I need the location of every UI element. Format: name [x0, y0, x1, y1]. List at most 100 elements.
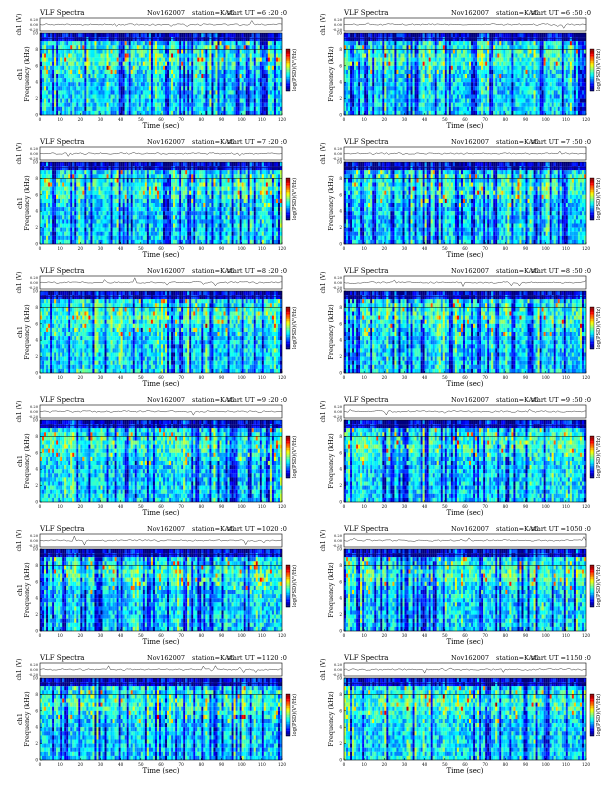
colorbar-swatch: [590, 583, 594, 585]
x-tick-label: 80: [503, 375, 509, 380]
x-tick-label: 100: [238, 633, 246, 638]
colorbar-swatch: [286, 75, 290, 77]
waveform-trace: [344, 23, 586, 29]
colorbar-swatch: [590, 473, 594, 475]
colorbar: [590, 307, 594, 349]
x-tick-label: 120: [278, 762, 286, 767]
x-tick-label: 20: [382, 504, 388, 509]
waveform-trace: [40, 536, 282, 545]
colorbar-swatch: [286, 53, 290, 55]
y-tick-label: 2: [35, 354, 38, 359]
colorbar-swatch: [590, 332, 594, 334]
x-axis-label: Time (sec): [142, 638, 179, 646]
y-tick-label: 6: [35, 63, 38, 68]
y-tick-label: 4: [35, 596, 38, 601]
waveform-frame: [40, 18, 282, 31]
x-tick-label: 20: [78, 117, 84, 122]
x-tick-label: 10: [57, 633, 63, 638]
colorbar-swatch: [590, 574, 594, 576]
colorbar-swatch: [286, 459, 290, 461]
x-tick-label: 20: [382, 762, 388, 767]
colorbar-swatch: [286, 340, 290, 342]
colorbar-swatch: [286, 81, 290, 83]
waveform-trace: [344, 151, 586, 154]
colorbar-label: log(PSD)(V²/Hz): [291, 694, 298, 736]
colorbar-swatch: [590, 717, 594, 719]
colorbar-label: log(PSD)(V²/Hz): [291, 436, 298, 478]
colorbar-swatch: [286, 309, 290, 311]
colorbar-swatch: [286, 727, 290, 729]
colorbar-swatch: [286, 461, 290, 463]
waveform-trace: [344, 537, 586, 542]
x-tick-label: 80: [503, 504, 509, 509]
colorbar-swatch: [590, 61, 594, 63]
colorbar-swatch: [590, 464, 594, 466]
colorbar-swatch: [590, 312, 594, 314]
colorbar-swatch: [590, 569, 594, 571]
x-tick-label: 20: [382, 117, 388, 122]
colorbar-swatch: [590, 82, 594, 84]
colorbar-swatch: [286, 708, 290, 710]
colorbar-swatch: [286, 210, 290, 212]
colorbar: [590, 565, 594, 607]
y-axis-label: Frequency (kHz): [23, 175, 31, 231]
x-tick-label: 110: [258, 117, 266, 122]
colorbar-swatch: [286, 475, 290, 477]
x-tick-label: 30: [98, 633, 104, 638]
colorbar-swatch: [286, 74, 290, 76]
colorbar-swatch: [590, 469, 594, 471]
colorbar-swatch: [590, 208, 594, 210]
colorbar-swatch: [286, 441, 290, 443]
colorbar-swatch: [286, 579, 290, 581]
x-tick-label: 30: [402, 762, 408, 767]
x-tick-label: 120: [278, 246, 286, 251]
colorbar-swatch: [590, 53, 594, 55]
colorbar-swatch: [590, 450, 594, 452]
waveform-tick-label: 0.00: [334, 668, 343, 672]
x-tick-label: 30: [402, 633, 408, 638]
colorbar-swatch: [590, 314, 594, 316]
colorbar-swatch: [590, 719, 594, 721]
colorbar-swatch: [590, 183, 594, 185]
colorbar-swatch: [590, 77, 594, 79]
waveform-axis-label: ch1 (V): [320, 272, 327, 294]
colorbar-swatch: [590, 715, 594, 717]
x-tick-label: 30: [402, 504, 408, 509]
waveform-axis-label: ch1 (V): [16, 143, 23, 165]
colorbar-swatch: [590, 187, 594, 189]
x-tick-label: 0: [39, 246, 42, 251]
x-tick-label: 120: [582, 246, 590, 251]
y-tick-label: 8: [339, 563, 342, 568]
x-tick-label: 80: [199, 375, 205, 380]
colorbar-swatch: [286, 699, 290, 701]
colorbar-swatch: [590, 309, 594, 311]
colorbar-swatch: [590, 598, 594, 600]
colorbar-swatch: [286, 333, 290, 335]
colorbar-swatch: [590, 459, 594, 461]
colorbar-swatch: [590, 196, 594, 198]
colorbar-swatch: [590, 720, 594, 722]
colorbar-swatch: [286, 332, 290, 334]
x-tick-label: 80: [503, 246, 509, 251]
panel-start-time: start UT =6 :20 :0: [227, 9, 287, 17]
colorbar-swatch: [590, 708, 594, 710]
spectrogram-image: [344, 33, 586, 115]
colorbar-swatch: [590, 595, 594, 597]
y-tick-label: 10: [33, 289, 39, 294]
x-axis-label: Time (sec): [446, 251, 483, 259]
colorbar-swatch: [590, 180, 594, 182]
colorbar-swatch: [286, 466, 290, 468]
colorbar-swatch: [590, 466, 594, 468]
waveform-tick-label: 0.00: [334, 23, 343, 27]
colorbar-swatch: [286, 598, 290, 600]
x-tick-label: 0: [343, 117, 346, 122]
colorbar-swatch: [286, 307, 290, 309]
waveform-trace: [40, 411, 282, 415]
colorbar-swatch: [590, 60, 594, 62]
x-tick-label: 90: [219, 117, 225, 122]
y-tick-label: 10: [33, 418, 39, 423]
panel-start-time: start UT =1050 :0: [531, 525, 591, 533]
colorbar-swatch: [590, 604, 594, 606]
colorbar-swatch: [286, 698, 290, 700]
